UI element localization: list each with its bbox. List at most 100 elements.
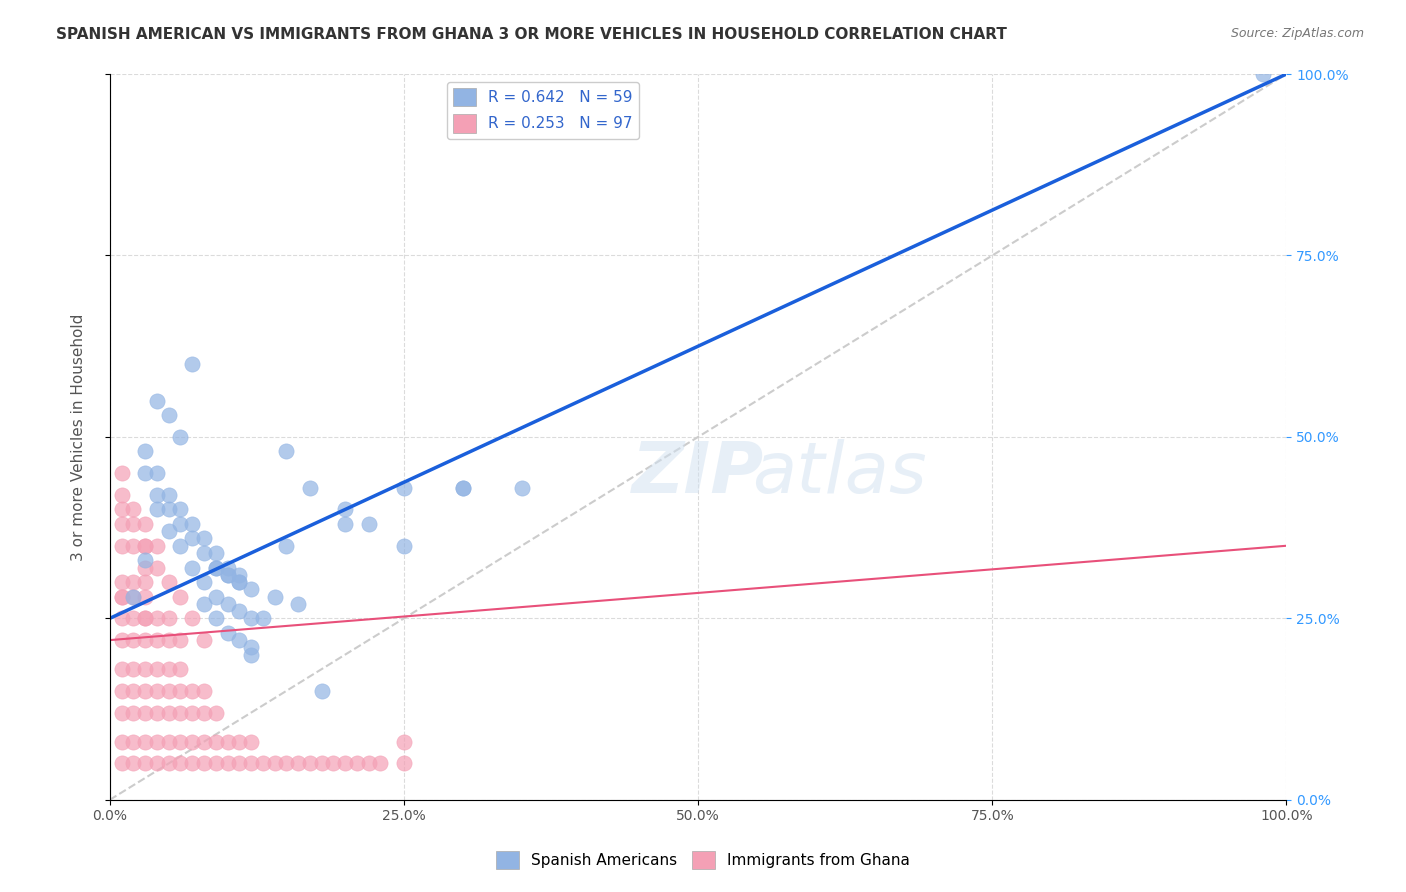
Point	[134, 539, 156, 553]
Point	[204, 590, 226, 604]
Point	[240, 582, 263, 597]
Point	[228, 575, 250, 590]
Point	[110, 662, 132, 676]
Point	[110, 633, 132, 648]
Point	[335, 516, 357, 531]
Point	[193, 597, 215, 611]
Point	[122, 590, 145, 604]
Point	[193, 546, 215, 560]
Legend: Spanish Americans, Immigrants from Ghana: Spanish Americans, Immigrants from Ghana	[489, 845, 917, 875]
Point	[146, 488, 169, 502]
Point	[217, 597, 239, 611]
Point	[110, 735, 132, 749]
Point	[110, 466, 132, 480]
Point	[146, 466, 169, 480]
Point	[110, 539, 132, 553]
Point	[134, 662, 156, 676]
Point	[217, 735, 239, 749]
Point	[169, 735, 191, 749]
Point	[157, 575, 180, 590]
Point	[335, 502, 357, 516]
Point	[134, 575, 156, 590]
Point	[110, 502, 132, 516]
Point	[122, 684, 145, 698]
Point	[157, 408, 180, 422]
Point	[134, 590, 156, 604]
Point	[228, 567, 250, 582]
Point	[204, 706, 226, 720]
Point	[193, 633, 215, 648]
Point	[157, 524, 180, 539]
Point	[134, 611, 156, 625]
Point	[169, 430, 191, 444]
Point	[392, 735, 415, 749]
Point	[169, 706, 191, 720]
Point	[392, 539, 415, 553]
Point	[169, 502, 191, 516]
Point	[122, 735, 145, 749]
Y-axis label: 3 or more Vehicles in Household: 3 or more Vehicles in Household	[72, 313, 86, 560]
Point	[311, 684, 333, 698]
Point	[240, 611, 263, 625]
Point	[240, 735, 263, 749]
Point	[110, 488, 132, 502]
Point	[263, 590, 285, 604]
Point	[181, 532, 204, 546]
Point	[122, 756, 145, 771]
Point	[157, 706, 180, 720]
Point	[1251, 67, 1274, 81]
Point	[157, 662, 180, 676]
Point	[146, 539, 169, 553]
Point	[134, 706, 156, 720]
Point	[181, 756, 204, 771]
Point	[204, 756, 226, 771]
Point	[146, 502, 169, 516]
Point	[157, 735, 180, 749]
Point	[110, 611, 132, 625]
Point	[252, 611, 274, 625]
Point	[169, 756, 191, 771]
Point	[134, 611, 156, 625]
Point	[451, 481, 474, 495]
Point	[298, 481, 321, 495]
Point	[181, 706, 204, 720]
Point	[217, 567, 239, 582]
Text: ZIP: ZIP	[633, 439, 765, 508]
Point	[146, 662, 169, 676]
Point	[134, 553, 156, 567]
Point	[510, 481, 533, 495]
Point	[204, 611, 226, 625]
Point	[134, 466, 156, 480]
Point	[204, 546, 226, 560]
Text: atlas: atlas	[752, 439, 927, 508]
Point	[169, 590, 191, 604]
Point	[228, 756, 250, 771]
Point	[134, 444, 156, 458]
Point	[157, 633, 180, 648]
Point	[122, 633, 145, 648]
Point	[110, 516, 132, 531]
Point	[110, 575, 132, 590]
Point	[169, 633, 191, 648]
Point	[204, 560, 226, 574]
Point	[276, 539, 298, 553]
Point	[204, 735, 226, 749]
Point	[181, 611, 204, 625]
Point	[134, 633, 156, 648]
Point	[217, 756, 239, 771]
Point	[134, 516, 156, 531]
Point	[370, 756, 392, 771]
Point	[146, 756, 169, 771]
Point	[122, 706, 145, 720]
Point	[122, 590, 145, 604]
Point	[335, 756, 357, 771]
Point	[228, 735, 250, 749]
Point	[193, 684, 215, 698]
Point	[217, 567, 239, 582]
Point	[240, 756, 263, 771]
Legend: R = 0.642   N = 59, R = 0.253   N = 97: R = 0.642 N = 59, R = 0.253 N = 97	[447, 82, 638, 139]
Point	[110, 590, 132, 604]
Point	[157, 756, 180, 771]
Point	[276, 444, 298, 458]
Point	[181, 357, 204, 371]
